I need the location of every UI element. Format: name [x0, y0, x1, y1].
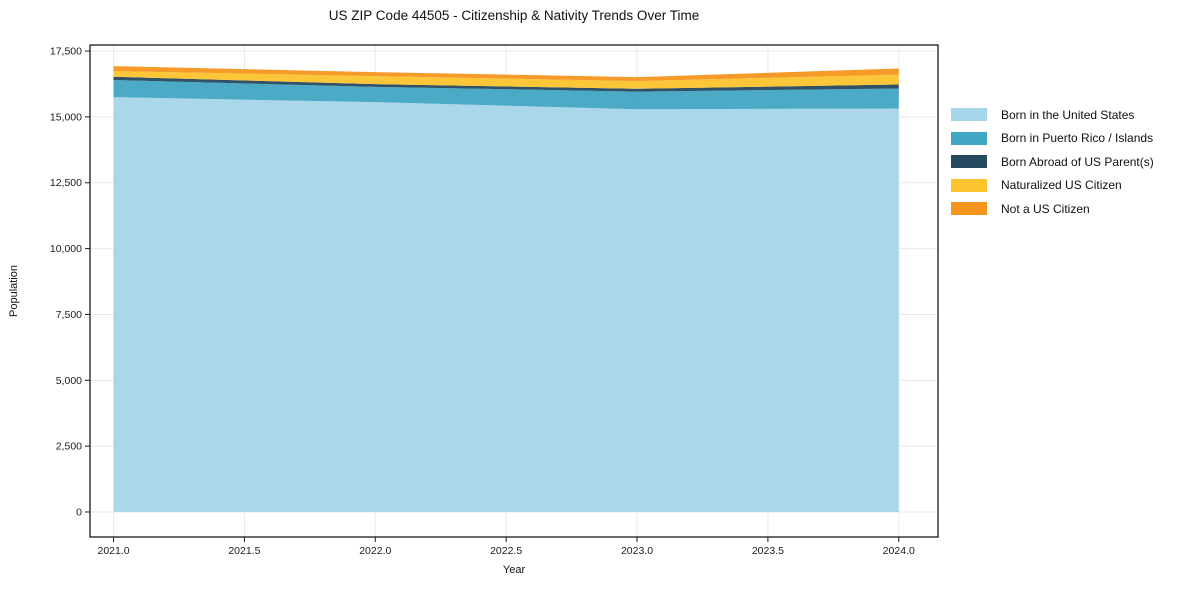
area-series-1 [113, 97, 899, 512]
x-tick-label: 2023.5 [752, 545, 784, 557]
legend-label: Naturalized US Citizen [1001, 178, 1122, 192]
y-tick-label: 10,000 [50, 243, 82, 255]
legend-label: Born Abroad of US Parent(s) [1001, 154, 1154, 169]
area-series-5 [113, 66, 899, 82]
y-tick-label: 15,000 [50, 111, 82, 123]
plot-frame [89, 44, 939, 538]
x-tick-label: 2023.0 [621, 545, 653, 557]
legend-item: Born in the United States [951, 107, 1154, 122]
y-tick-label: 5,000 [56, 375, 82, 387]
legend-swatch [951, 178, 987, 192]
legend-swatch [951, 131, 987, 145]
x-tick-label: 2022.5 [490, 545, 522, 557]
legend-item: Not a US Citizen [951, 201, 1154, 216]
y-tick-label: 17,500 [50, 46, 82, 58]
x-tick-label: 2022.0 [359, 545, 391, 557]
legend-swatch [951, 108, 987, 121]
y-tick-label: 0 [76, 506, 82, 518]
y-tick-label: 2,500 [56, 441, 82, 453]
legend-item: Born Abroad of US Parent(s) [951, 154, 1154, 169]
y-tick-label: 12,500 [50, 177, 82, 189]
legend-label: Born in the United States [1001, 107, 1135, 122]
legend-item: Born in Puerto Rico / Islands [951, 131, 1154, 145]
x-axis-label: Year [502, 564, 526, 576]
area-series-2 [113, 80, 899, 110]
legend: Born in the United States Born in Puerto … [951, 107, 1154, 216]
x-tick-label: 2024.0 [883, 545, 915, 557]
legend-item: Naturalized US Citizen [951, 178, 1154, 192]
x-tick-label: 2021.0 [97, 545, 129, 557]
legend-swatch [951, 202, 987, 215]
y-tick-label: 7,500 [56, 309, 82, 321]
area-series-3 [113, 76, 899, 92]
legend-label: Not a US Citizen [1001, 201, 1090, 216]
legend-label: Born in Puerto Rico / Islands [1001, 131, 1154, 145]
area-series-4 [113, 71, 899, 89]
chart-title: US ZIP Code 44505 - Citizenship & Nativi… [328, 8, 700, 23]
legend-swatch [951, 155, 987, 168]
x-tick-label: 2021.5 [228, 545, 260, 557]
